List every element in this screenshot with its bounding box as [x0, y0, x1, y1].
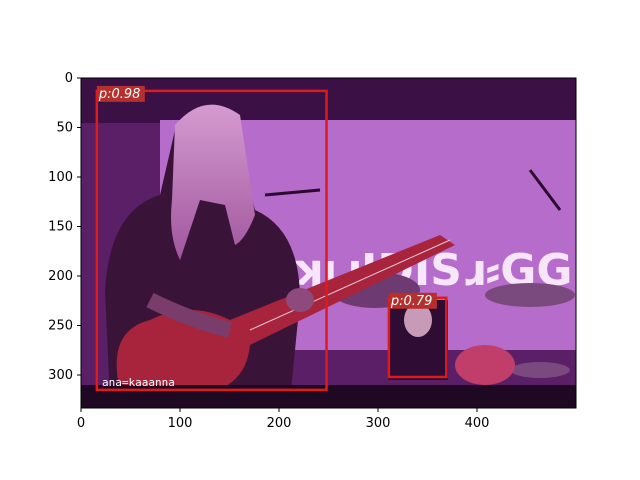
y-tick-label: 0	[65, 71, 73, 86]
x-tick-label: 0	[77, 416, 85, 431]
detection-score-label: p:0.79	[390, 294, 433, 309]
y-axis: 0 50 100 150 200 250 300	[48, 71, 81, 383]
cymbal	[510, 362, 570, 378]
detection-box	[95, 89, 328, 392]
detection-score-label: p:0.98	[98, 87, 141, 102]
guitar	[116, 235, 456, 396]
guitarist-hair	[171, 104, 255, 260]
x-tick-label: 100	[168, 416, 193, 431]
y-tick-label: 250	[48, 319, 73, 334]
image-caption: ana=kaaanna	[102, 376, 175, 389]
drum	[455, 345, 515, 385]
y-tick-label: 200	[48, 269, 73, 284]
detection-label-bg	[96, 85, 145, 102]
x-tick-label: 300	[366, 416, 391, 431]
x-tick-label: 200	[267, 416, 292, 431]
y-tick-label: 50	[56, 121, 73, 136]
cymbal	[485, 283, 575, 307]
x-tick-label: 400	[465, 416, 490, 431]
y-tick-label: 100	[48, 170, 73, 185]
x-axis: 0 100 200 300 400	[77, 408, 490, 431]
axes-frame	[80, 77, 577, 409]
detection-label-bg	[388, 292, 437, 309]
y-tick-label: 150	[48, 220, 73, 235]
concert-photo: ʞıɹIDISɹ⸗GG	[81, 78, 576, 408]
y-tick-label: 300	[48, 368, 73, 383]
detections: p:0.98 p:0.79	[95, 85, 448, 392]
